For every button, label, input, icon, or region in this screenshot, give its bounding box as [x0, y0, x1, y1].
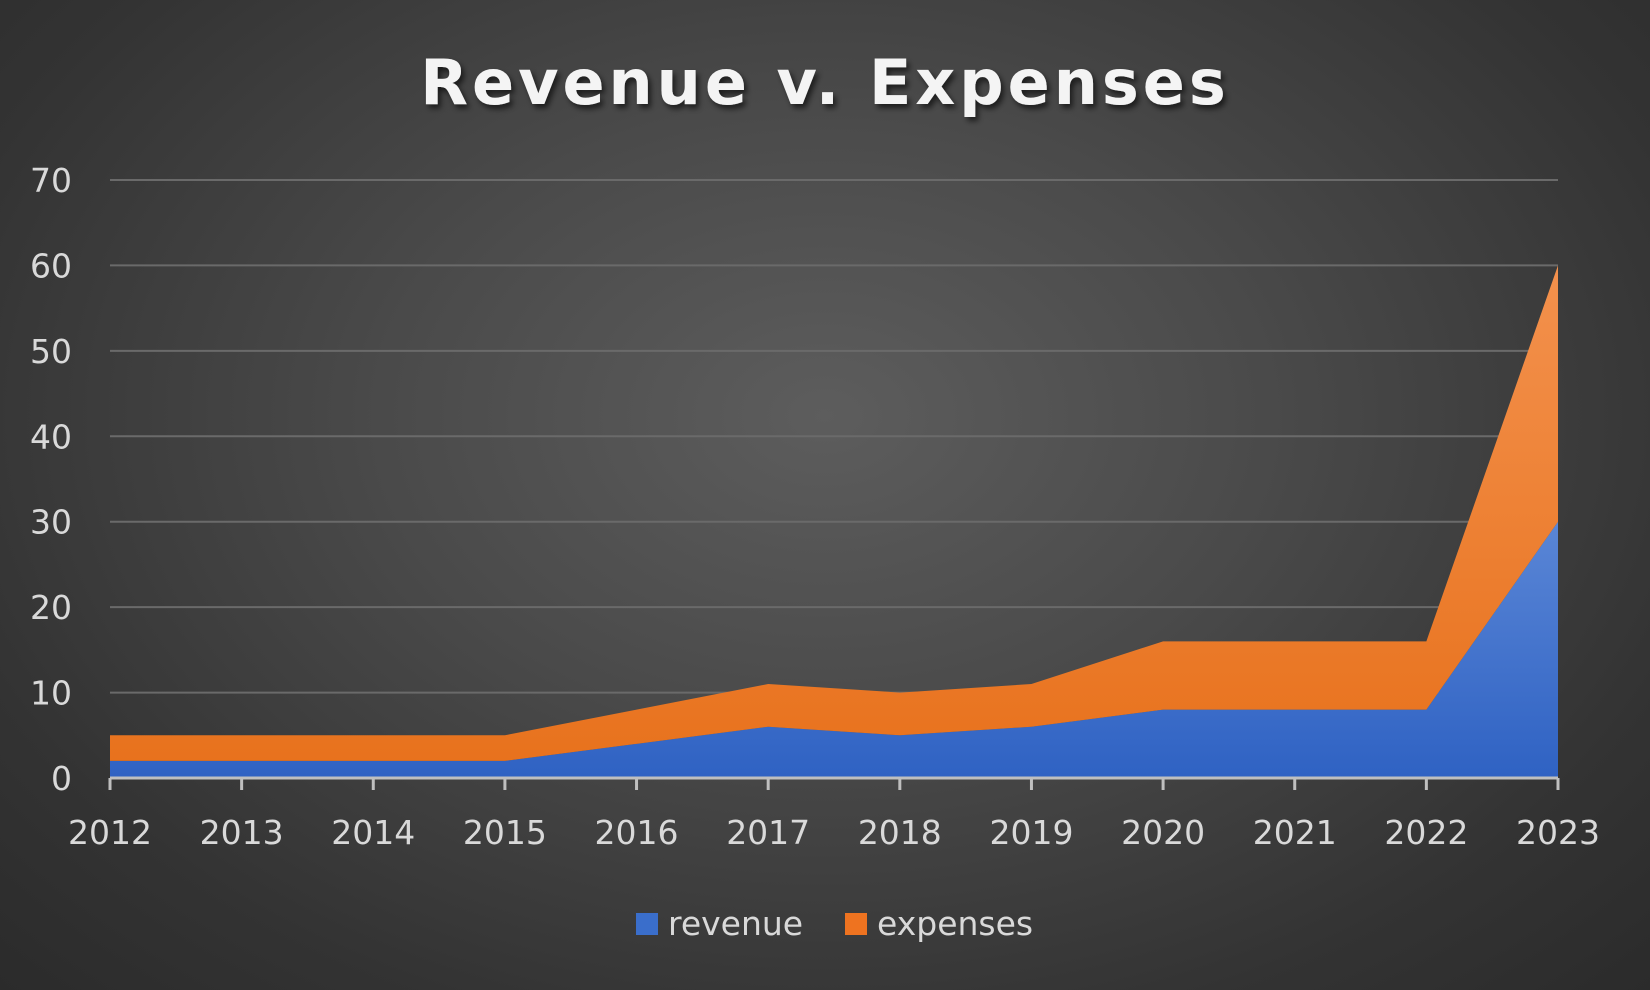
x-tick-label-2019: 2019	[989, 813, 1073, 852]
y-axis-tick-labels: 0 10 20 30 40 50 60 70	[30, 161, 72, 798]
x-tick-label-2018: 2018	[858, 813, 942, 852]
y-tick-label-70: 70	[30, 161, 72, 200]
y-tick-label-20: 20	[30, 588, 72, 627]
y-tick-label-60: 60	[30, 246, 72, 285]
y-tick-label-30: 30	[30, 503, 72, 542]
x-tick-label-2017: 2017	[726, 813, 810, 852]
legend-label-revenue: revenue	[668, 904, 803, 943]
legend-swatch-expenses	[845, 913, 867, 935]
x-tick-label-2020: 2020	[1121, 813, 1205, 852]
plot-areas	[110, 265, 1558, 778]
x-tick-label-2023: 2023	[1516, 813, 1600, 852]
x-tick-label-2012: 2012	[68, 813, 152, 852]
gridlines	[110, 179, 1558, 694]
x-tick-label-2013: 2013	[200, 813, 284, 852]
y-tick-label-0: 0	[51, 759, 72, 798]
area-expenses	[110, 265, 1558, 761]
legend-swatch-revenue	[636, 913, 658, 935]
x-tick-label-2015: 2015	[463, 813, 547, 852]
area-revenue	[110, 521, 1558, 778]
x-tick-label-2014: 2014	[331, 813, 415, 852]
x-tick-label-2016: 2016	[595, 813, 679, 852]
legend-label-expenses: expenses	[877, 904, 1033, 943]
legend: revenue expenses	[636, 904, 1033, 943]
y-tick-label-40: 40	[30, 417, 72, 456]
x-axis	[108, 776, 1560, 790]
x-axis-tick-labels: 2012 2013 2014 2015 2016 2017 2018 2019 2020 2021…	[68, 813, 1600, 852]
y-tick-label-10: 10	[30, 674, 72, 713]
y-tick-label-50: 50	[30, 332, 72, 371]
chart-title: Revenue v. Expenses	[420, 46, 1229, 119]
x-tick-label-2022: 2022	[1384, 813, 1468, 852]
x-tick-label-2021: 2021	[1253, 813, 1337, 852]
